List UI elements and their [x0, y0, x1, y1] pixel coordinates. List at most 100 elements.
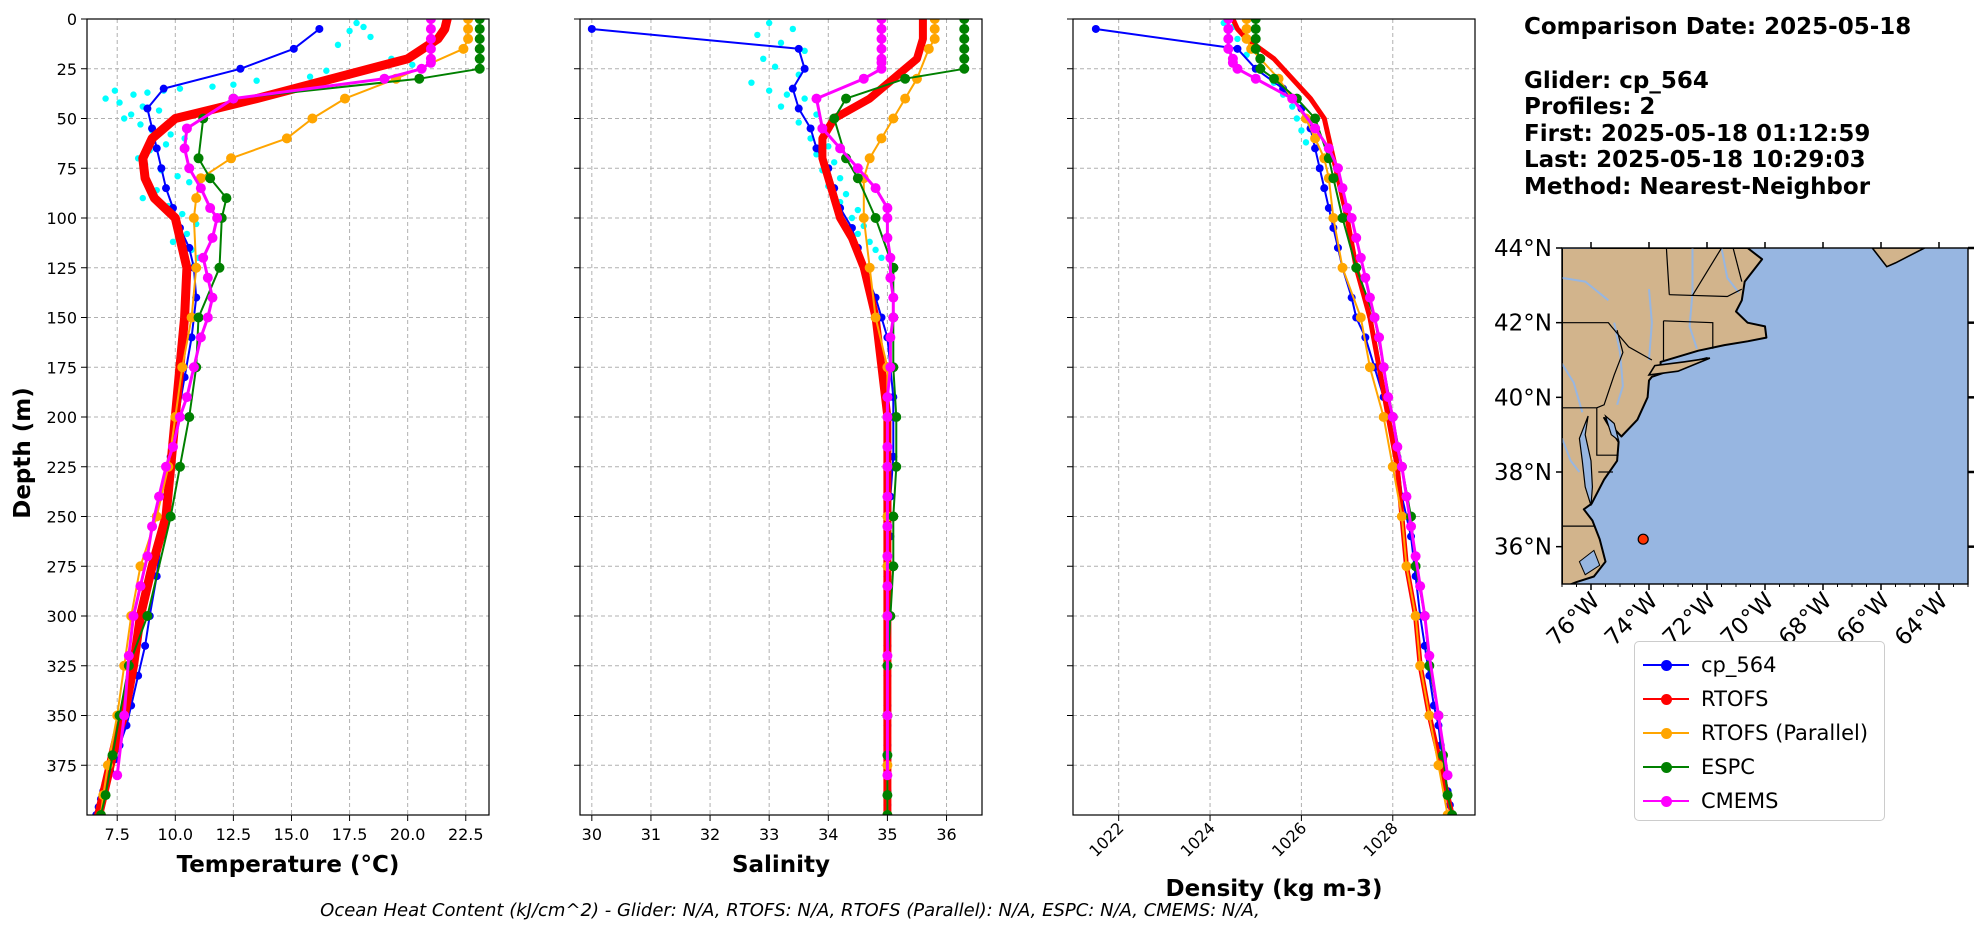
series-point-cmems [876, 19, 887, 24]
map-lat-label: 44°N [1494, 236, 1552, 262]
series-point-cmems [882, 412, 893, 422]
series-line-rtofs [94, 19, 452, 815]
series-point-espc [474, 33, 485, 44]
series-point-espc [959, 19, 970, 24]
series-point-espc [829, 113, 840, 124]
series-point-espc [1310, 113, 1321, 124]
legend-item-cp564: cp_564 [1643, 650, 1776, 680]
raw-glider-point [836, 175, 844, 182]
series-point-rtofs-parallel [1387, 461, 1398, 472]
plot-series-group [587, 19, 970, 815]
series-point-cmems [1310, 123, 1321, 134]
raw-glider-point [209, 83, 216, 90]
series-point-cmems [181, 123, 192, 134]
series-point-cmems [416, 63, 427, 74]
series-point-cmems [1287, 93, 1298, 104]
series-point-espc [959, 63, 970, 74]
x-tick-label: 1028 [1359, 818, 1401, 860]
series-point-cmems [1410, 551, 1421, 562]
series-point-cmems [1323, 143, 1334, 154]
series-point-espc [1250, 33, 1261, 44]
raw-glider-point [765, 87, 773, 94]
plot-area [580, 19, 982, 815]
series-point-rtofs-parallel [888, 113, 899, 124]
series-point-cmems [882, 461, 893, 472]
series-point-cmems [1419, 611, 1430, 621]
x-tick-label: 32 [700, 825, 720, 844]
y-tick-label: 25 [57, 60, 77, 79]
series-point-espc [900, 73, 911, 84]
plot-series-group [1091, 19, 1458, 815]
series-point-rtofs-parallel [923, 43, 934, 54]
x-tick-label: 12.5 [216, 825, 252, 844]
series-point-cmems [195, 183, 206, 194]
legend-label: cp_564 [1701, 653, 1777, 677]
series-point-espc [959, 53, 970, 64]
series-point-cmems [876, 63, 887, 74]
x-axis-label: Temperature (°C) [177, 852, 400, 878]
state-border [1562, 329, 1624, 409]
river [1562, 438, 1581, 473]
map-lon-label: 76°W [1542, 588, 1605, 651]
raw-glider-point [771, 63, 779, 70]
x-tick-label: 1024 [1177, 818, 1219, 860]
x-tick-label: 7.5 [104, 825, 129, 844]
state-border [1665, 248, 1670, 295]
series-point-cmems [205, 203, 216, 214]
series-point-espc [95, 810, 106, 815]
legend: cp_564 RTOFS RTOFS (Parallel) ESPC CMEMS [1634, 641, 1885, 821]
delaware-bay [1604, 414, 1620, 442]
series-point-cmems [835, 143, 846, 154]
raw-glider-point [360, 23, 367, 31]
glider-location-marker [1637, 533, 1649, 545]
interpolation-method: Method: Nearest-Neighbor [1524, 174, 1871, 200]
y-tick-label: 50 [57, 110, 77, 129]
series-point-cmems [1396, 461, 1407, 472]
legend-label: CMEMS [1701, 789, 1779, 813]
raw-glider-point [179, 210, 186, 218]
series-point-cmems [119, 710, 130, 721]
raw-glider-point [801, 47, 808, 55]
series-point-cmems [112, 770, 123, 781]
series-point-cmems [876, 33, 887, 44]
legend-item-rtofs: RTOFS [1643, 684, 1768, 714]
series-point-rtofs-parallel [1433, 760, 1444, 771]
y-tick-label: 225 [46, 458, 77, 477]
y-tick-label: 0 [67, 10, 77, 29]
raw-glider-point [230, 81, 237, 88]
legend-swatch [1643, 752, 1689, 782]
series-point-cmems [1378, 362, 1389, 373]
series-point-rtofs-parallel [1241, 19, 1252, 24]
series-point-rtofs-parallel [177, 362, 188, 373]
series-point-cmems [882, 232, 893, 243]
raw-glider-point [777, 103, 785, 110]
series-point-cmems [1374, 332, 1385, 343]
raw-glider-point [116, 99, 123, 106]
chesapeake-bay [1578, 415, 1594, 506]
series-point-cmems [212, 213, 223, 223]
series-point-cmems [161, 461, 172, 472]
glider-name: Glider: cp_564 [1524, 68, 1709, 94]
series-point-cmems [1406, 521, 1417, 532]
series-point-rtofs-parallel [186, 312, 197, 323]
series-point-cmems [852, 163, 863, 174]
series-point-cmems [876, 43, 887, 54]
series-point-espc [959, 23, 970, 34]
series-point-espc [100, 790, 111, 801]
series-point-cmems [1392, 441, 1403, 452]
series-point-cp-564 [143, 104, 152, 113]
series-point-rtofs-parallel [1328, 213, 1339, 223]
series-point-cmems [888, 292, 899, 303]
raw-glider-point [848, 214, 856, 222]
series-point-rtofs-parallel [870, 312, 881, 323]
river [1562, 276, 1610, 302]
map-lon-label: 64°W [1890, 588, 1953, 651]
series-point-espc [959, 43, 970, 54]
series-point-rtofs-parallel [1378, 412, 1389, 422]
series-point-cmems [885, 362, 896, 373]
series-point-cmems [379, 73, 390, 84]
series-point-espc [107, 750, 118, 761]
series-point-espc [474, 23, 485, 34]
series-point-espc [165, 511, 176, 522]
series-point-cmems [885, 252, 896, 263]
